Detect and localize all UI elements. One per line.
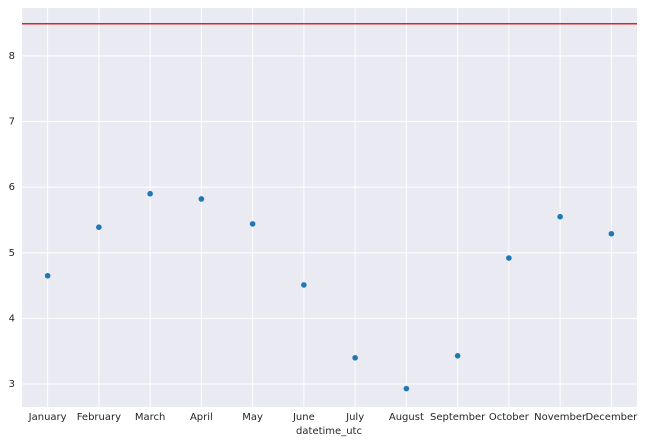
point (352, 354, 358, 361)
x-tick-label: November (534, 412, 587, 423)
x-tick-label: June (292, 412, 315, 423)
y-tick-label: 3 (9, 379, 15, 390)
point (198, 196, 205, 202)
point (147, 190, 153, 197)
x-tick-label: July (345, 412, 364, 423)
point (301, 282, 307, 288)
point (454, 353, 461, 359)
y-tick-label: 6 (9, 182, 15, 193)
point (608, 230, 615, 237)
point (96, 224, 102, 230)
x-axis-label: datetime_utc (296, 426, 362, 437)
plot-background (22, 8, 637, 407)
x-tick-label: February (77, 412, 121, 423)
point (506, 255, 512, 261)
x-tick-label: March (135, 412, 165, 423)
x-tick-label: December (585, 412, 638, 423)
y-tick-label: 4 (9, 313, 15, 324)
point (249, 221, 256, 227)
y-tick-label: 8 (9, 51, 15, 62)
x-tick-label: September (430, 412, 486, 423)
point (557, 213, 563, 220)
x-tick-label: April (190, 412, 213, 423)
y-tick-label: 5 (9, 248, 15, 259)
x-tick-label: October (489, 412, 530, 423)
x-tick-label: May (242, 412, 263, 423)
x-tick-label: August (389, 412, 424, 423)
x-tick-label: January (28, 412, 67, 423)
y-tick-label: 7 (9, 117, 15, 128)
point (44, 272, 51, 279)
point (403, 385, 410, 392)
